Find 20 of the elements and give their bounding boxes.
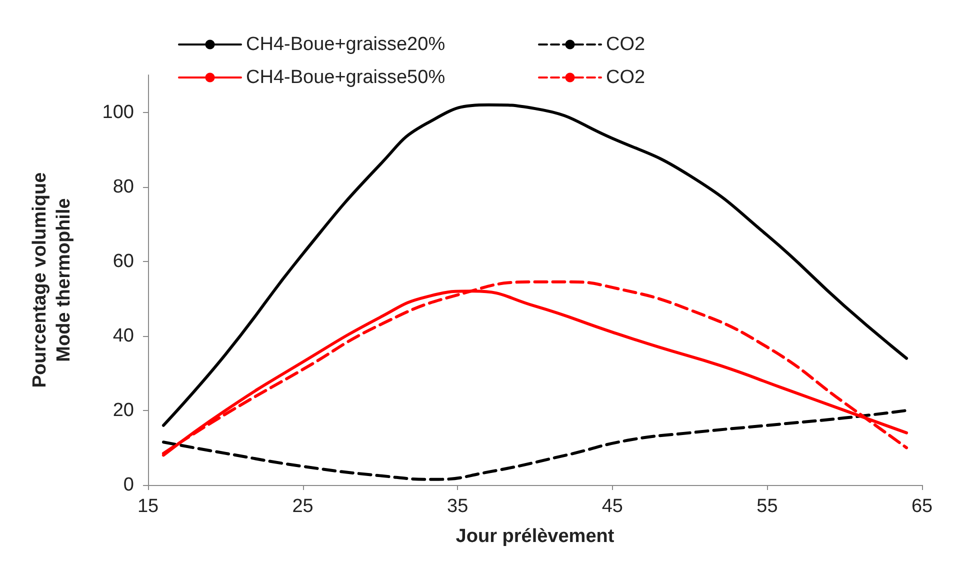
- y-tick-label: 60: [112, 250, 134, 272]
- x-tick-label: 25: [292, 496, 314, 517]
- line-series: [162, 408, 908, 481]
- x-tick-label: 35: [447, 496, 468, 517]
- y-tick-label: 0: [123, 474, 134, 496]
- y-tick-label: 80: [112, 176, 134, 198]
- y-axis-title: Pourcentage volumique Mode thermophile: [30, 172, 74, 388]
- x-tick-label: 55: [756, 496, 778, 517]
- legend-label: CH4-Boue+graisse20%: [246, 34, 446, 55]
- x-tick-label: 45: [602, 496, 623, 517]
- y-tick-label: 100: [102, 102, 134, 123]
- y-tick-label: 40: [112, 325, 134, 346]
- line-series: [162, 103, 908, 427]
- legend-label: CO2: [606, 34, 646, 55]
- x-axis-title: Jour prélèvement: [456, 526, 615, 547]
- legend-label: CO2: [606, 67, 646, 88]
- legend-label: CH4-Boue+graisse50%: [246, 67, 446, 88]
- x-tick-label: 65: [911, 496, 933, 517]
- y-tick-label: 20: [112, 400, 134, 421]
- x-tick-label: 15: [137, 496, 159, 517]
